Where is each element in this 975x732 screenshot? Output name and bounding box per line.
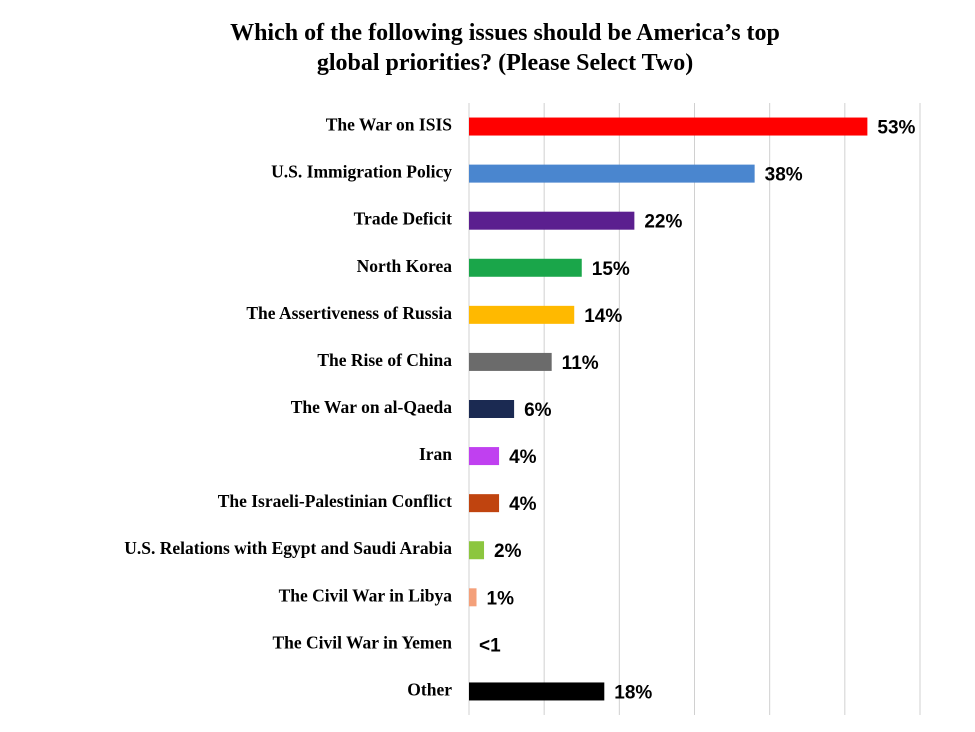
category-label: Other (407, 679, 452, 699)
value-label: 1% (487, 588, 515, 609)
bar (469, 541, 485, 560)
category-label: The Rise of China (317, 350, 452, 370)
value-label: 53% (877, 118, 915, 139)
bar (469, 164, 755, 183)
bar (469, 117, 868, 136)
value-label: 14% (584, 306, 622, 327)
category-label: U.S. Relations with Egypt and Saudi Arab… (124, 538, 452, 558)
bar (469, 258, 582, 277)
value-label: 4% (509, 447, 537, 468)
chart-title: global priorities? (Please Select Two) (317, 50, 693, 76)
category-label: The Assertiveness of Russia (246, 303, 452, 323)
value-label: 15% (592, 259, 630, 280)
value-label: 4% (509, 494, 537, 515)
value-label: 38% (765, 165, 803, 186)
bar (469, 305, 575, 324)
category-label: Trade Deficit (354, 209, 452, 229)
bar (469, 447, 500, 466)
category-label: The Civil War in Libya (279, 585, 453, 605)
value-label: 2% (494, 541, 522, 562)
category-label: U.S. Immigration Policy (271, 162, 452, 182)
bar (469, 588, 477, 607)
category-label: The War on ISIS (326, 115, 452, 135)
bar (469, 494, 500, 513)
value-label: 6% (524, 400, 552, 421)
category-label: Iran (419, 444, 452, 464)
bar (469, 682, 605, 701)
bar (469, 211, 635, 230)
category-label: The Civil War in Yemen (272, 632, 452, 652)
category-label: The Israeli-Palestinian Conflict (218, 491, 452, 511)
value-label: 18% (614, 682, 652, 703)
category-label: North Korea (357, 256, 453, 276)
bar (469, 352, 552, 371)
value-label: <1 (479, 635, 501, 656)
value-label: 11% (562, 353, 599, 374)
value-label: 22% (644, 212, 682, 233)
bar (469, 400, 515, 418)
category-label: The War on al-Qaeda (291, 397, 453, 417)
chart-title: Which of the following issues should be … (230, 20, 780, 46)
